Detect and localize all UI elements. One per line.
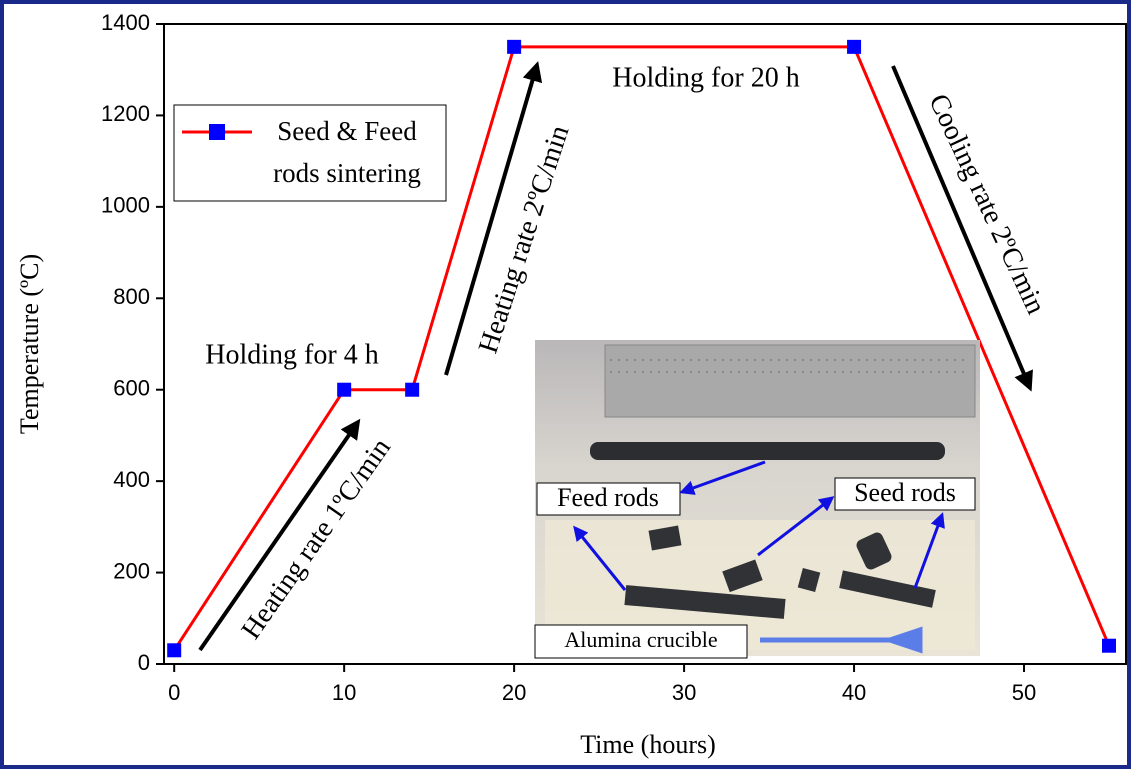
annotation: Heating rate 1ºC/min: [236, 433, 398, 645]
page: {"chart_data": {"type": "line", "x_label…: [0, 0, 1131, 769]
x-tick-label: 50: [1012, 680, 1036, 705]
x-tick-label: 0: [168, 680, 180, 705]
point: [1102, 639, 1116, 653]
x-axis-label: Time (hours): [580, 730, 716, 759]
y-tick-label: 0: [138, 650, 150, 675]
legend-marker: [209, 124, 225, 140]
point: [167, 643, 181, 657]
y-tick-label: 200: [113, 558, 150, 583]
point: [405, 383, 419, 397]
annotation: Heating rate 2ºC/min: [473, 122, 576, 357]
inset-label: Seed rods: [854, 478, 956, 507]
y-tick-label: 1400: [101, 10, 150, 35]
point: [507, 40, 521, 54]
y-tick-label: 600: [113, 376, 150, 401]
y-tick-label: 1000: [101, 193, 150, 218]
y-tick-label: 400: [113, 467, 150, 492]
point: [337, 383, 351, 397]
annotation: Holding for 20 h: [612, 62, 799, 93]
legend-label: Seed & Feed rods sintering: [252, 110, 442, 194]
x-tick-label: 20: [502, 680, 526, 705]
legend-label-box: Seed & Feed rods sintering: [252, 110, 446, 200]
inset-label: Feed rods: [557, 483, 659, 512]
x-tick-label: 10: [332, 680, 356, 705]
annotation: Holding for 4 h: [205, 339, 378, 370]
chart: 0 10 20 30 40 50 0 200 400 600 800 1000 1200 1400 Tim…: [0, 0, 1131, 769]
point: [847, 40, 861, 54]
x-tick-label: 40: [842, 680, 866, 705]
inset-label: Alumina crucible: [564, 627, 717, 652]
y-axis-label: Temperature (ºC): [15, 254, 44, 434]
x-tick-label: 30: [672, 680, 696, 705]
y-tick-label: 1200: [101, 101, 150, 126]
y-tick-label: 800: [113, 284, 150, 309]
